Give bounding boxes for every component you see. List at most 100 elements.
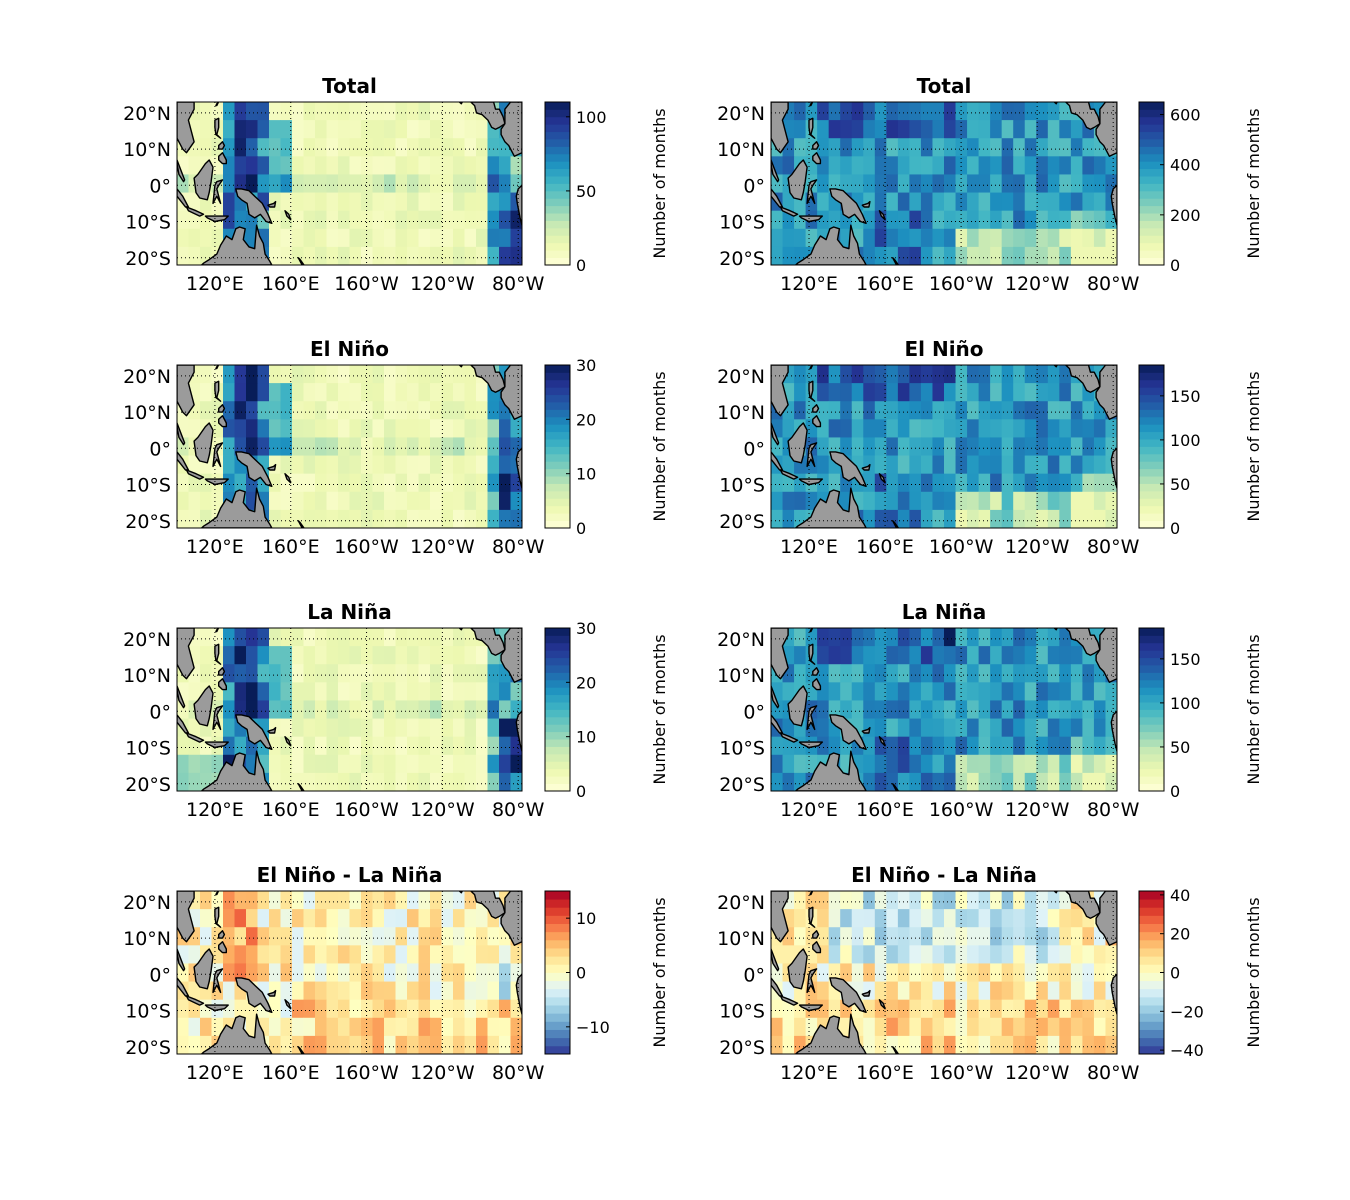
grid-cell	[292, 509, 304, 529]
grid-cell	[200, 210, 212, 230]
grid-cell	[487, 718, 500, 738]
colorbar-step	[545, 394, 570, 403]
grid-cell	[234, 138, 247, 157]
grid-cell	[234, 156, 247, 175]
grid-cell	[967, 945, 979, 964]
grid-cell	[303, 754, 316, 774]
grid-cell	[1082, 927, 1095, 946]
grid-cell	[453, 1017, 465, 1037]
grid-cell	[177, 700, 189, 719]
grid-cell	[840, 963, 853, 982]
y-tick-label: 20°S	[719, 774, 765, 796]
grid-cell	[944, 909, 956, 928]
grid-cell	[990, 138, 1003, 157]
grid-cell	[863, 210, 876, 230]
grid-cell	[990, 192, 1003, 212]
grid-cell	[1013, 891, 1026, 910]
x-tick-label: 160°W	[929, 1062, 994, 1084]
grid-cell	[874, 246, 887, 266]
grid-cell	[1059, 210, 1072, 230]
grid-cell	[246, 473, 258, 493]
grid-cell	[909, 455, 922, 475]
grid-cell	[292, 772, 304, 792]
grid-cell	[464, 736, 477, 756]
grid-cell	[817, 138, 830, 157]
grid-cell	[1013, 772, 1026, 792]
grid-cell	[303, 437, 316, 456]
grid-cell	[188, 927, 201, 946]
colorbar-step	[1139, 483, 1164, 492]
grid-cell	[510, 754, 523, 774]
grid-cell	[886, 646, 899, 665]
grid-cell	[782, 754, 795, 774]
grid-cell	[476, 909, 488, 928]
grid-cell	[338, 437, 350, 456]
colorbar-step	[545, 1045, 570, 1055]
land-mass	[1065, 891, 1101, 919]
grid-cell	[1070, 401, 1083, 420]
grid-cell	[1059, 646, 1072, 665]
grid-cell	[909, 999, 922, 1019]
grid-cell	[407, 891, 419, 910]
grid-cell	[1059, 664, 1072, 683]
land-mass	[806, 442, 818, 468]
grid-cell	[303, 156, 316, 175]
grid-cell	[944, 365, 956, 384]
grid-cell	[338, 646, 350, 665]
grid-cell	[361, 138, 373, 157]
y-tick-label: 10°S	[719, 475, 765, 497]
grid-cell	[349, 228, 362, 248]
grid-cell	[1001, 700, 1014, 719]
grid-cell	[944, 401, 956, 420]
grid-cell	[326, 246, 339, 266]
grid-cell	[211, 138, 224, 157]
colorbar-step	[545, 139, 570, 147]
grid-cell	[1070, 246, 1083, 266]
colorbar-step	[1139, 131, 1164, 140]
grid-cell	[920, 192, 933, 212]
grid-cell	[1059, 228, 1072, 248]
colorbar-step	[1139, 146, 1164, 155]
grid-cell	[967, 491, 979, 511]
grid-cell	[817, 365, 830, 384]
grid-cell	[828, 383, 841, 402]
grid-cell	[1082, 646, 1095, 665]
grid-cell	[1036, 646, 1049, 665]
grid-cell	[805, 664, 818, 683]
colorbar-step	[1139, 783, 1164, 792]
grid-cell	[1059, 365, 1072, 384]
grid-cell	[1024, 365, 1037, 384]
colorbar-tick-label: 100	[1170, 431, 1201, 450]
colorbar-label: Number of months	[650, 897, 669, 1047]
colorbar-tick-label: 100	[576, 108, 607, 127]
grid-cell	[828, 102, 841, 121]
grid-cell	[430, 228, 442, 248]
grid-cell	[967, 981, 979, 1001]
grid-cell	[1070, 999, 1083, 1019]
colorbar-step	[1139, 168, 1164, 177]
grid-cell	[234, 473, 247, 493]
colorbar-step	[545, 635, 570, 644]
grid-cell	[464, 682, 477, 701]
grid-cell	[430, 646, 442, 665]
grid-cell	[955, 192, 968, 212]
land-mass	[861, 200, 871, 208]
grid-cell	[361, 981, 373, 1001]
grid-cell	[464, 754, 477, 774]
grid-cell	[464, 927, 477, 946]
grid-cell	[886, 174, 899, 193]
y-tick-label: 20°S	[719, 1037, 765, 1059]
colorbar-step	[1139, 227, 1164, 236]
grid-cell	[805, 228, 818, 248]
grid-cell	[1082, 246, 1095, 266]
land-mass	[808, 117, 816, 139]
grid-cell	[499, 754, 511, 774]
grid-cell	[430, 174, 442, 193]
grid-cell	[1036, 945, 1049, 964]
grid-cell	[453, 138, 465, 157]
grid-cell	[782, 383, 795, 402]
grid-cell	[978, 981, 991, 1001]
grid-cell	[886, 491, 899, 511]
grid-cell	[1047, 909, 1060, 928]
grid-cell	[326, 909, 339, 928]
